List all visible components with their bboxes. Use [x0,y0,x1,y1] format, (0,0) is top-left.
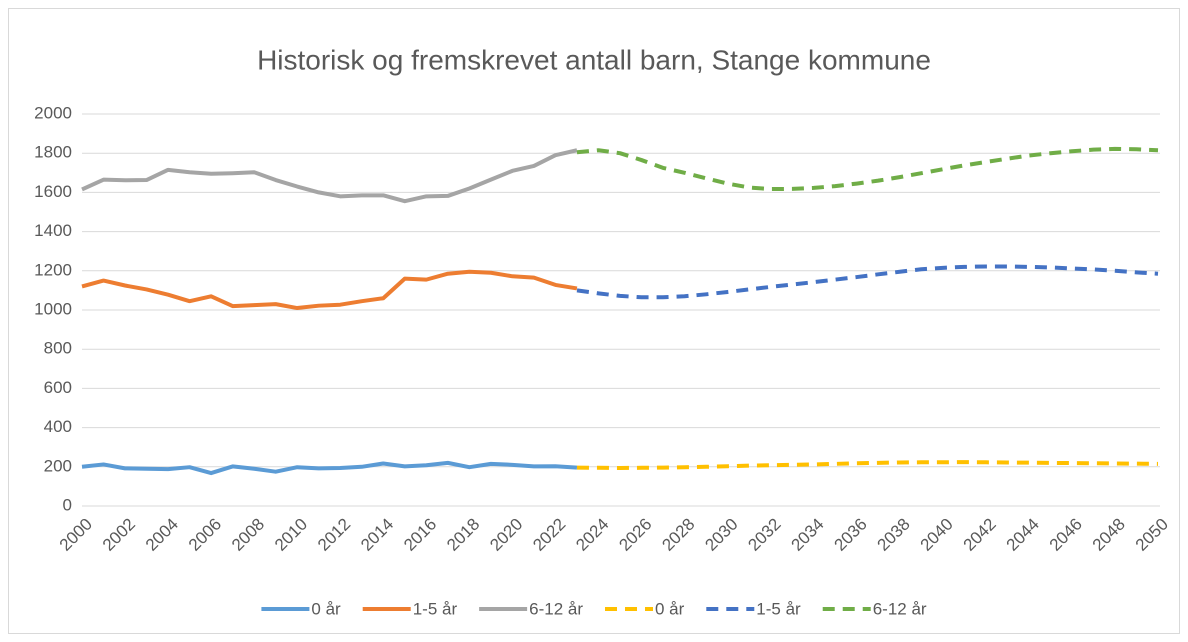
y-tick-label: 2000 [34,103,72,122]
y-tick-label: 1800 [34,143,72,162]
legend-label: 6-12 år [529,599,583,618]
legend-label: 0 år [655,599,685,618]
series-line [81,148,578,204]
y-tick-label: 1400 [34,221,72,240]
y-tick-label: 400 [44,417,72,436]
series-line [576,264,1159,300]
chart-title: Historisk og fremskrevet antall barn, St… [257,44,931,75]
y-tick-label: 1200 [34,260,72,279]
series-line [81,460,578,476]
chart-border [8,8,1180,634]
y-tick-label: 200 [44,456,72,475]
y-tick-label: 600 [44,378,72,397]
y-tick-label: 0 [63,495,72,514]
legend: 0 år 1-5 år 6-12 år 0 år 1-5 år 6-12 år [261,599,927,618]
y-tick-label: 800 [44,339,72,358]
legend-label: 0 år [311,599,341,618]
legend-label: 6-12 år [873,599,927,618]
legend-label: 1-5 år [756,599,801,618]
series-line [81,269,578,311]
series-line [576,146,1159,192]
legend-label: 1-5 år [413,599,458,618]
y-tick-label: 1600 [34,182,72,201]
series-line [576,460,1159,470]
y-tick-label: 1000 [34,299,72,318]
